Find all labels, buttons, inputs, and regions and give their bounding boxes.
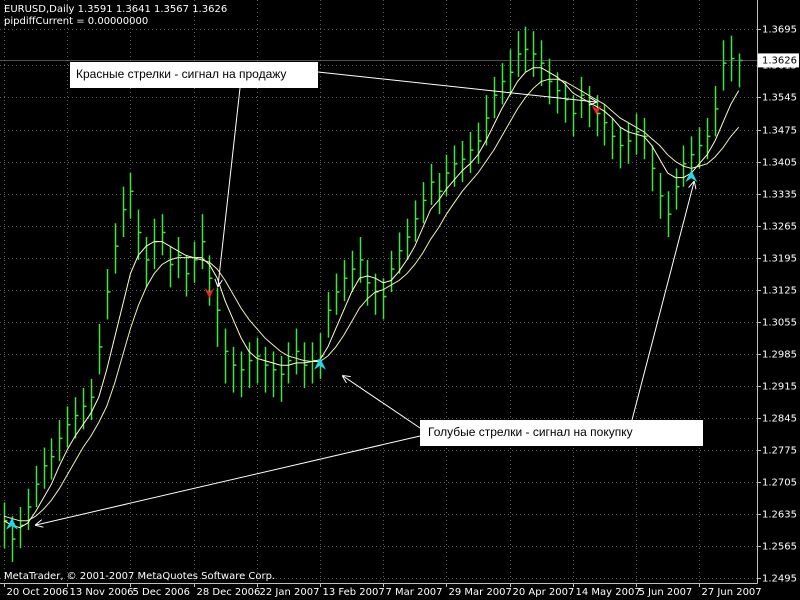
y-tick-label: 1.3545	[762, 93, 797, 104]
annotation: Красные стрелки - сигнал на продажу	[76, 67, 286, 81]
y-tick-label: 1.3475	[762, 126, 797, 137]
annotation: Голубые стрелки - сигнал на покупку	[428, 425, 633, 439]
y-tick-label: 1.3265	[762, 222, 797, 233]
y-tick-label: 1.3195	[762, 254, 797, 265]
annotation-box	[70, 62, 318, 88]
y-tick-label: 1.2845	[762, 414, 797, 425]
x-tick-label: 29 Mar 2007	[449, 587, 512, 598]
symbol: EURUSD,Daily	[4, 4, 75, 15]
annotation-lines	[36, 71, 694, 525]
x-tick-label: 5 Dec 2006	[133, 587, 191, 598]
pointer	[218, 87, 241, 286]
open: 1.3591	[78, 4, 113, 15]
signal-arrow	[5, 517, 18, 530]
pointer	[343, 376, 421, 429]
x-tick-label: 7 Mar 2007	[386, 587, 443, 598]
low: 1.3567	[154, 4, 189, 15]
x-tick-label: 20 Apr 2007	[513, 587, 575, 598]
y-tick-label: 1.2775	[762, 446, 797, 457]
y-tick-label: 1.2565	[762, 542, 797, 553]
moving-average	[3, 78, 740, 522]
x-tick-label: 20 Oct 2006	[7, 587, 69, 598]
pointer	[317, 71, 596, 102]
x-tick-label: 5 Jun 2007	[639, 587, 693, 598]
y-tick-label: 1.3055	[762, 318, 797, 329]
price-label-box	[758, 53, 799, 68]
x-tick-label: 13 Nov 2006	[70, 587, 134, 598]
y-tick-label: 1.3125	[762, 286, 797, 297]
y-tick-label: 1.2635	[762, 510, 797, 521]
y-tick-label: 1.2985	[762, 350, 797, 361]
signal-arrow	[591, 104, 602, 115]
signal-arrow	[204, 287, 215, 298]
price-label: 1.3626	[762, 55, 797, 66]
close: 1.3626	[192, 4, 227, 15]
credit: MetaTrader, © 2001-2007 MetaQuotes Softw…	[4, 571, 275, 582]
moving-average	[3, 67, 740, 529]
subtitle: pipdiffCurrent = 0.00000000	[4, 16, 148, 27]
pointer	[36, 435, 421, 525]
y-tick-label: 1.3695	[762, 25, 797, 36]
y-tick-label: 1.3405	[762, 158, 797, 169]
signal-arrow	[314, 357, 326, 370]
pointer	[631, 182, 694, 421]
x-tick-label: 14 May 2007	[576, 587, 641, 598]
x-tick-label: 22 Jan 2007	[260, 587, 320, 598]
y-tick-label: 1.2915	[762, 382, 797, 393]
y-tick-label: 1.2495	[762, 574, 797, 585]
chart-title: EURUSD,Daily 1.3591 1.3641 1.3567 1.3626	[4, 4, 227, 15]
y-tick-label: 1.2705	[762, 478, 797, 489]
high: 1.3641	[116, 4, 151, 15]
x-tick-label: 13 Feb 2007	[323, 587, 385, 598]
annotation-box	[420, 420, 703, 446]
x-tick-label: 27 Jun 2007	[702, 587, 762, 598]
x-tick-label: 28 Dec 2006	[197, 587, 261, 598]
y-tick-label: 1.3335	[762, 190, 797, 201]
signal-arrow	[685, 170, 698, 183]
plot	[3, 26, 743, 562]
